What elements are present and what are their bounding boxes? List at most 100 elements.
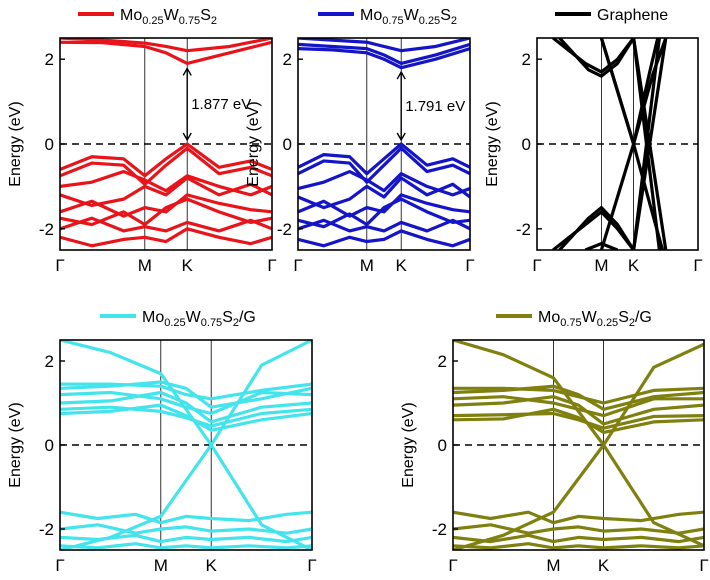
y-tick-label: -2 (516, 220, 531, 239)
legend-text-part: 2 (233, 317, 239, 329)
band-line (60, 443, 312, 550)
band-line (60, 193, 272, 218)
band-line (453, 386, 704, 405)
y-axis-title: Energy (eV) (7, 101, 24, 186)
gap-arrow-head-bottom (182, 132, 192, 142)
k-point-label: Γ (448, 556, 457, 575)
band-line (453, 395, 704, 418)
legend-text-part: 0.75 (382, 15, 403, 27)
y-axis-title: Energy (eV) (7, 402, 24, 487)
k-point-label: Γ (465, 256, 474, 275)
legend-text-part: 2 (451, 15, 457, 27)
band-line (60, 403, 312, 432)
bands (60, 38, 272, 248)
band-line (60, 523, 312, 535)
k-point-label: K (598, 556, 610, 575)
legend-text-part: 0.75 (560, 317, 581, 329)
y-tick-label: 0 (45, 436, 54, 455)
y-tick-label: 0 (45, 135, 54, 154)
band-line (60, 382, 312, 401)
band-line (453, 384, 704, 411)
band-gap-annotation: 1.877 eV (182, 67, 251, 142)
band-line (60, 227, 272, 248)
legend-label: Graphene (597, 7, 668, 24)
band-line (298, 146, 470, 184)
y-tick-label: 0 (522, 135, 531, 154)
band-line (60, 142, 272, 178)
legend-label: Mo0.75W0.25S2 (360, 7, 457, 27)
legend-text-part: 0.25 (419, 15, 440, 27)
legend: Mo0.75W0.25S2/G (496, 309, 652, 329)
band-line (453, 407, 704, 434)
band-line (60, 169, 272, 197)
k-point-label: K (628, 256, 640, 275)
band-line (60, 197, 272, 227)
band-line (60, 146, 272, 186)
band-line (60, 390, 312, 416)
y-tick-label: 0 (283, 135, 292, 154)
band-line (298, 38, 470, 53)
band-line (453, 542, 704, 550)
band-line (60, 390, 312, 424)
legend-text-part: S (440, 7, 451, 24)
legend-text-part: 0.25 (597, 317, 618, 329)
gap-label: 1.877 eV (191, 96, 251, 113)
k-point-label: M (360, 256, 374, 275)
k-point-label: Γ (55, 556, 64, 575)
legend-text-part: Mo (120, 7, 142, 24)
y-tick-label: -2 (39, 520, 54, 539)
band-line (453, 443, 704, 550)
k-point-label: Γ (693, 256, 702, 275)
y-tick-label: -2 (432, 520, 447, 539)
legend-text-part: S (618, 309, 629, 326)
bands (298, 38, 470, 248)
y-tick-label: 2 (522, 50, 531, 69)
bands (552, 38, 668, 250)
band-line (60, 40, 272, 66)
legend-text-part: 2 (211, 15, 217, 27)
k-point-label: Γ (293, 256, 302, 275)
legend-label: Mo0.25W0.75S2 (120, 7, 217, 27)
bands (453, 340, 704, 550)
band-line (60, 533, 312, 544)
k-point-label: K (396, 256, 408, 275)
legend-text-part: 0.25 (164, 317, 185, 329)
legend-text-part: W (164, 7, 180, 24)
band-line (298, 142, 470, 176)
y-tick-label: -2 (277, 220, 292, 239)
band-line (298, 218, 470, 233)
y-axis-title: Energy (eV) (245, 101, 262, 186)
band-line (298, 47, 470, 70)
k-point-label: Γ (307, 556, 316, 575)
k-point-label: K (182, 256, 194, 275)
legend-text-part: S (200, 7, 211, 24)
band-line (599, 38, 668, 146)
legend: Mo0.25W0.75S2 (78, 7, 217, 27)
k-point-label: M (138, 256, 152, 275)
band-line (60, 542, 312, 550)
k-point-label: Γ (55, 256, 64, 275)
band-line (453, 510, 704, 525)
band-line (453, 411, 704, 430)
k-point-label: Γ (532, 256, 541, 275)
band-line (298, 169, 470, 197)
k-point-label: K (206, 556, 218, 575)
bands (60, 340, 312, 550)
y-tick-label: 0 (438, 436, 447, 455)
legend-text-part: Mo (142, 309, 164, 326)
band-line (60, 405, 312, 428)
k-point-label: Γ (699, 556, 708, 575)
legend-text-part: 0.75 (201, 317, 222, 329)
band-line (584, 242, 619, 250)
band-line (298, 193, 470, 218)
band-line (298, 42, 470, 66)
band-line (298, 229, 470, 248)
legend-text-part: Mo (360, 7, 382, 24)
legend-text-part: /G (635, 309, 652, 326)
y-axis-title: Energy (eV) (400, 402, 417, 487)
band-line (558, 38, 661, 250)
y-axis-title: Energy (eV) (484, 101, 501, 186)
